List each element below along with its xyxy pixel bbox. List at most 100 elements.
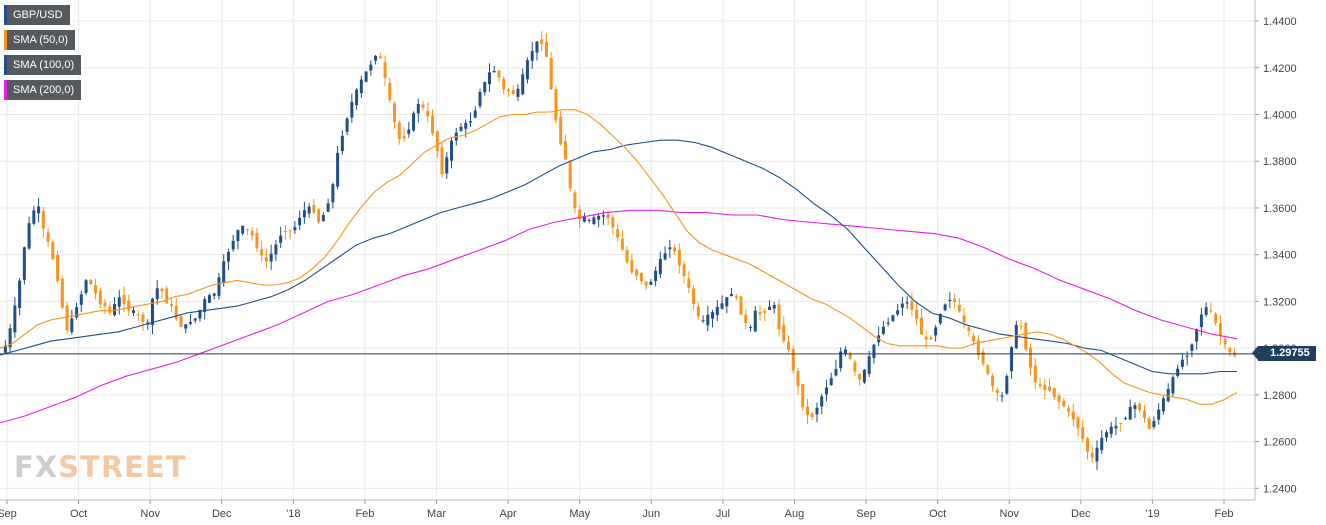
candle-body [473, 110, 477, 118]
candle-body [222, 261, 226, 283]
y-tick-label: 1.3800 [1263, 156, 1297, 168]
legend-swatch [4, 30, 7, 50]
candle-body [416, 103, 420, 114]
candle-body [1204, 307, 1208, 315]
candle-body [169, 304, 173, 306]
candle-body [46, 232, 50, 242]
candle-body [397, 122, 401, 139]
candle-body [1209, 310, 1213, 312]
candle-body [250, 230, 254, 236]
candle-body [369, 64, 373, 71]
candle-body [1128, 406, 1132, 420]
candle-body [530, 50, 534, 61]
x-tick-label: Oct [70, 508, 87, 520]
candle-body [692, 288, 696, 305]
x-tick-label: Oct [929, 508, 946, 520]
candle-body [772, 304, 776, 309]
candle-body [701, 320, 705, 322]
candle-body [834, 369, 838, 376]
candle-body [872, 344, 876, 358]
candle-body [616, 229, 620, 238]
candle-body [184, 324, 188, 329]
candle-body [502, 78, 506, 90]
legend-item-sma200[interactable]: SMA (200,0) [4, 80, 82, 100]
candle-body [853, 362, 857, 372]
candle-body [188, 322, 192, 324]
y-tick-label: 1.4000 [1263, 109, 1297, 121]
candle-body [279, 235, 283, 243]
candle-body [867, 356, 871, 374]
candle-body [231, 240, 235, 250]
x-tick-label: Sep [856, 508, 876, 520]
candle-body [345, 118, 349, 132]
candle-body [649, 281, 653, 285]
legend-item-gbpusd[interactable]: GBP/USD [4, 5, 70, 25]
candle-body [1119, 422, 1123, 424]
candle-body [677, 249, 681, 266]
candle-body [3, 345, 7, 353]
candle-body [440, 147, 444, 175]
candle-body [668, 247, 672, 250]
candle-body [151, 298, 155, 326]
candle-body [711, 312, 715, 319]
candle-body [720, 303, 724, 309]
candle-body [160, 288, 164, 292]
candle-body [881, 326, 885, 334]
candle-body [943, 304, 947, 311]
candle-body [198, 310, 202, 319]
candle-body [592, 217, 596, 225]
candle-body [56, 254, 60, 282]
x-tick-label: Jul [716, 508, 730, 520]
candle-body [179, 315, 183, 328]
candle-body [658, 258, 662, 275]
x-tick-label: Feb [1215, 508, 1234, 520]
legend-item-sma100[interactable]: SMA (100,0) [4, 55, 82, 75]
candle-body [22, 247, 26, 280]
candle-body [654, 270, 658, 282]
x-tick-label: Feb [355, 508, 374, 520]
candle-body [468, 121, 472, 123]
candle-body [663, 253, 667, 260]
candle-body [962, 315, 966, 323]
candle-body [948, 299, 952, 301]
candle-body [620, 238, 624, 250]
candle-body [1161, 398, 1165, 412]
candle-body [217, 277, 221, 296]
candle-body [1029, 347, 1033, 368]
candle-body [578, 209, 582, 220]
candle-body [355, 89, 359, 106]
candle-body [900, 303, 904, 308]
candle-body [862, 369, 866, 383]
candle-body [544, 41, 548, 57]
legend-swatch [4, 5, 7, 25]
candle-body [383, 62, 387, 78]
candle-body [673, 247, 677, 252]
candle-body [487, 72, 491, 85]
y-tick-label: 1.2400 [1263, 483, 1297, 495]
candle-body [340, 135, 344, 152]
candle-body [549, 57, 553, 90]
candle-body [625, 249, 629, 263]
candle-body [843, 349, 847, 355]
candle-body [1048, 386, 1052, 391]
candle-body [957, 305, 961, 312]
candle-body [165, 288, 169, 304]
candle-body [1214, 313, 1218, 323]
candle-body [8, 328, 12, 348]
legend-item-sma50[interactable]: SMA (50,0) [4, 30, 76, 50]
candle-body [744, 314, 748, 324]
y-tick-label: 1.3200 [1263, 296, 1297, 308]
candle-body [1043, 384, 1047, 390]
candle-body [1109, 426, 1113, 434]
candle-body [582, 215, 586, 222]
candle-body [388, 82, 392, 101]
candle-body [113, 303, 117, 316]
y-tick-label: 1.2600 [1263, 437, 1297, 449]
candle-body [103, 302, 107, 307]
candle-body [1019, 326, 1023, 328]
candle-body [986, 365, 990, 374]
candle-body [630, 260, 634, 273]
candle-body [1095, 447, 1099, 462]
candle-body [1147, 418, 1151, 429]
